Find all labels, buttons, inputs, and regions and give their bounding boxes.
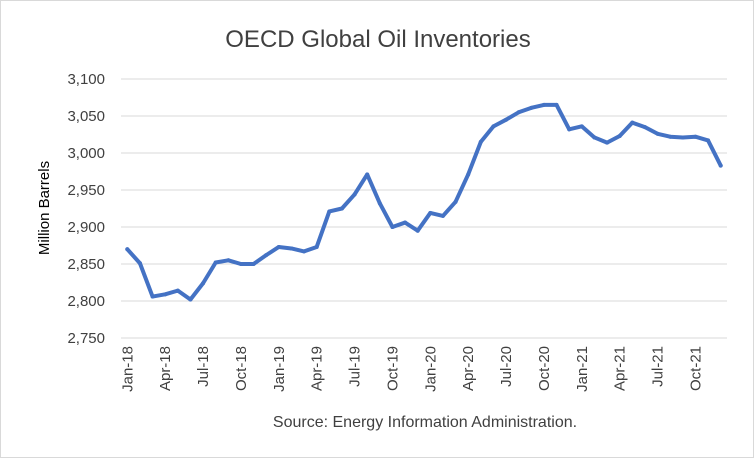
x-tick-label: Oct-18 <box>233 346 250 391</box>
y-axis-title: Million Barrels <box>36 161 53 255</box>
data-point <box>226 258 231 263</box>
data-point <box>554 102 559 107</box>
data-point <box>478 139 483 144</box>
data-point <box>415 228 420 233</box>
data-point <box>175 288 180 293</box>
data-point <box>655 131 660 136</box>
data-point <box>440 213 445 218</box>
source-note: Source: Energy Information Administratio… <box>273 414 577 431</box>
data-point <box>567 127 572 132</box>
data-point <box>137 261 142 266</box>
data-point <box>504 117 509 122</box>
x-tick-label: Jan-21 <box>574 346 591 392</box>
data-point <box>693 134 698 139</box>
y-axis-tick-labels: 2,750 2,800 2,850 2,900 2,950 3,000 3,050 3,100 <box>67 71 105 347</box>
x-tick-label: Oct-20 <box>536 346 553 391</box>
data-point <box>314 244 319 249</box>
y-tick-label: 2,950 <box>67 182 105 199</box>
x-tick-label: Apr-20 <box>460 346 477 391</box>
x-tick-label: Jan-20 <box>422 346 439 392</box>
data-point <box>339 206 344 211</box>
data-point <box>213 260 218 265</box>
data-point <box>668 134 673 139</box>
data-point <box>541 102 546 107</box>
chart-title: OECD Global Oil Inventories <box>225 26 530 53</box>
data-point <box>289 246 294 251</box>
y-tick-label: 2,900 <box>67 219 105 236</box>
y-tick-label: 2,850 <box>67 256 105 273</box>
data-point <box>125 247 130 252</box>
data-point <box>238 262 243 266</box>
data-point <box>201 281 206 286</box>
data-point <box>251 262 256 266</box>
data-point <box>592 135 597 140</box>
x-tick-label: Oct-21 <box>687 346 704 391</box>
data-point <box>302 249 307 254</box>
data-point <box>188 297 193 302</box>
y-tick-label: 2,800 <box>67 293 105 310</box>
x-tick-label: Jul-21 <box>650 346 667 387</box>
data-point <box>453 199 458 204</box>
data-point <box>529 105 534 110</box>
x-tick-label: Jul-19 <box>347 346 364 387</box>
data-point <box>327 209 332 214</box>
x-axis-tick-labels: Jan-18 Apr-18 Jul-18 Oct-18 Jan-19 Apr-19 Jul-… <box>119 346 704 392</box>
x-tick-label: Jan-18 <box>119 346 136 392</box>
data-point <box>403 220 408 225</box>
data-point <box>390 225 395 229</box>
data-points <box>125 102 723 302</box>
data-point <box>276 244 281 249</box>
data-point <box>516 110 521 115</box>
x-tick-label: Apr-21 <box>612 346 629 391</box>
data-point <box>630 120 635 125</box>
data-point <box>352 192 357 197</box>
x-tick-label: Apr-19 <box>309 346 326 391</box>
y-tick-label: 3,000 <box>67 145 105 162</box>
x-tick-label: Jul-18 <box>195 346 212 387</box>
series-line <box>125 102 723 302</box>
data-point <box>163 292 168 297</box>
data-point <box>706 138 711 143</box>
data-point <box>642 125 647 130</box>
data-point <box>466 172 471 177</box>
data-point <box>264 253 269 258</box>
data-point <box>579 124 584 129</box>
data-point <box>365 172 370 177</box>
data-point <box>491 124 496 129</box>
data-point <box>428 210 433 215</box>
data-point <box>617 133 622 138</box>
y-tick-label: 3,100 <box>67 71 105 88</box>
y-tick-label: 3,050 <box>67 108 105 125</box>
data-point <box>605 140 610 145</box>
data-point <box>150 294 155 299</box>
x-tick-label: Apr-18 <box>157 346 174 391</box>
data-point <box>377 201 382 206</box>
data-point <box>718 163 723 168</box>
x-tick-label: Oct-19 <box>384 346 401 391</box>
gridlines <box>121 78 727 302</box>
data-point <box>680 135 685 140</box>
x-tick-label: Jan-19 <box>271 346 288 392</box>
x-tick-label: Jul-20 <box>498 346 515 387</box>
y-tick-label: 2,750 <box>67 330 105 347</box>
